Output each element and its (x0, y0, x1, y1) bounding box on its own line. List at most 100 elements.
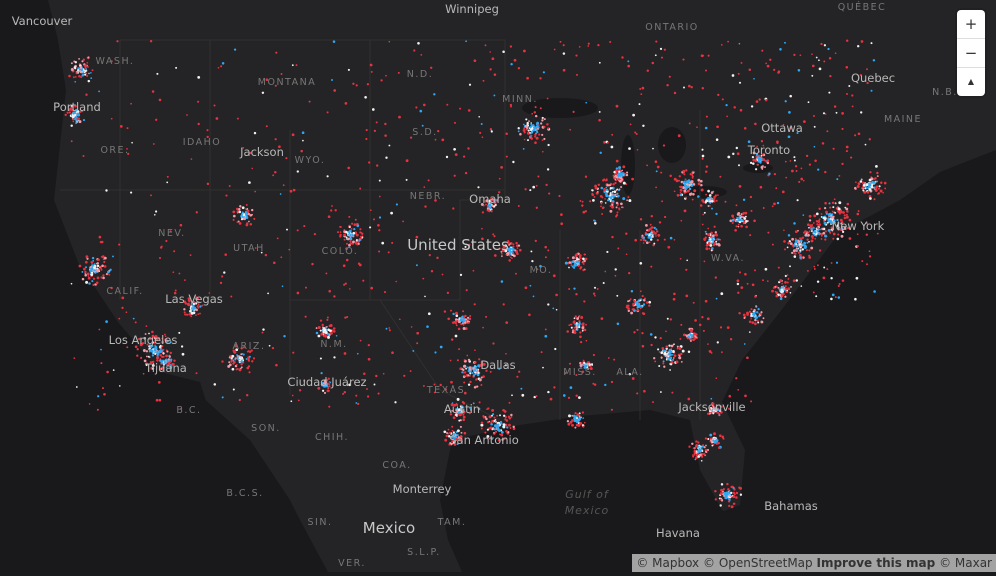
dot (251, 213, 253, 216)
dot (678, 179, 681, 182)
dot (663, 238, 666, 241)
dot (444, 438, 448, 442)
dot (86, 272, 90, 276)
dot (642, 312, 646, 316)
dot (480, 384, 483, 386)
dot (671, 350, 675, 353)
dot (622, 181, 626, 185)
dot (84, 260, 88, 264)
dot (722, 488, 725, 491)
dot (791, 251, 794, 255)
dot (150, 194, 152, 197)
dot (736, 282, 740, 286)
dot (571, 256, 575, 260)
dot (616, 188, 619, 191)
dot (753, 313, 756, 316)
dot (497, 428, 500, 431)
dot (475, 365, 478, 368)
dot (477, 186, 480, 189)
dot (486, 434, 490, 438)
dot (464, 171, 468, 175)
dot (430, 66, 433, 69)
dot (125, 311, 128, 314)
dot (816, 223, 819, 226)
place-label: Havana (656, 526, 700, 540)
dot (829, 206, 832, 209)
dot (672, 297, 676, 301)
dot (81, 277, 85, 281)
dot (562, 52, 566, 55)
dot (548, 192, 551, 195)
dot (813, 115, 815, 117)
dot (650, 226, 654, 229)
improve-map-link[interactable]: Improve this map (816, 556, 936, 570)
dot (616, 294, 619, 297)
dot (254, 247, 257, 249)
dot (118, 243, 121, 246)
dot (838, 201, 842, 205)
dot (395, 280, 398, 283)
dot (803, 120, 806, 123)
dot (614, 193, 617, 196)
dot (609, 187, 612, 190)
dot (573, 326, 576, 329)
dot (566, 420, 570, 423)
dot (317, 386, 321, 390)
dot (251, 360, 254, 363)
attribution-link[interactable]: © OpenStreetMap (703, 556, 813, 570)
region-label: MISS. (563, 367, 597, 378)
dot (469, 372, 472, 375)
dot (646, 164, 649, 167)
dot (704, 126, 708, 130)
dot (517, 130, 520, 133)
dot (443, 430, 447, 434)
dot (105, 189, 108, 192)
dot (796, 131, 799, 135)
dot (642, 236, 646, 240)
dot (720, 483, 724, 486)
dot (745, 215, 747, 218)
dot (755, 305, 757, 307)
dot (452, 207, 455, 210)
dot (278, 145, 281, 149)
dot (190, 311, 194, 315)
dot (530, 122, 533, 124)
dot (700, 455, 704, 458)
zoom-out-button[interactable]: − (957, 39, 985, 68)
dot (508, 259, 511, 262)
dot (146, 343, 149, 346)
zoom-in-button[interactable]: + (957, 10, 985, 39)
dot (242, 346, 245, 349)
dot (592, 292, 596, 295)
dot (541, 150, 544, 153)
dot (711, 207, 713, 210)
dot (604, 179, 607, 182)
dot (629, 123, 632, 126)
dot (729, 219, 733, 223)
dot (498, 247, 501, 250)
dot (604, 198, 606, 200)
attribution-link[interactable]: © Maxar (939, 556, 992, 570)
dot (872, 181, 876, 184)
dot (857, 182, 861, 186)
dot (315, 327, 318, 330)
dot (457, 327, 461, 331)
dot (751, 155, 755, 159)
dot (634, 238, 638, 242)
dot (622, 206, 624, 209)
dot (459, 419, 462, 422)
dot (773, 172, 777, 176)
attribution-link[interactable]: © Mapbox (636, 556, 700, 570)
dot (478, 358, 481, 361)
dot (680, 180, 684, 184)
dot (145, 362, 148, 365)
dot (703, 453, 706, 456)
dot (814, 232, 818, 236)
dot (560, 213, 563, 216)
dot (680, 361, 683, 363)
dot (721, 351, 723, 354)
dot (695, 453, 699, 457)
compass-button[interactable]: ▲ (967, 77, 975, 86)
dot (539, 77, 542, 80)
dot (506, 426, 509, 429)
